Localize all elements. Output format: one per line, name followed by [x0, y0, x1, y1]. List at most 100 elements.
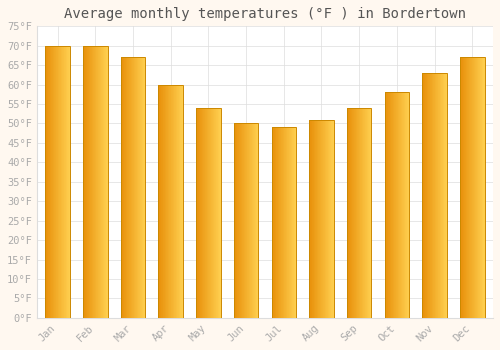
Bar [428, 73, 429, 318]
Bar [479, 57, 480, 318]
Bar [367, 108, 368, 318]
Bar [467, 57, 468, 318]
Bar [470, 57, 471, 318]
Bar [216, 108, 217, 318]
Bar [55, 46, 56, 318]
Bar [164, 85, 165, 318]
Bar [404, 92, 405, 318]
Bar [58, 46, 59, 318]
Bar [430, 73, 431, 318]
Bar [295, 127, 296, 318]
Bar [104, 46, 105, 318]
Bar [368, 108, 369, 318]
Bar [206, 108, 207, 318]
Bar [405, 92, 406, 318]
Bar [240, 124, 241, 318]
Bar [431, 73, 432, 318]
Bar [199, 108, 200, 318]
Bar [444, 73, 445, 318]
Bar [160, 85, 161, 318]
Bar [317, 120, 318, 318]
Bar [290, 127, 291, 318]
Bar [364, 108, 366, 318]
Bar [86, 46, 88, 318]
Bar [280, 127, 281, 318]
Bar [234, 124, 235, 318]
Bar [123, 57, 124, 318]
Bar [276, 127, 277, 318]
Bar [349, 108, 350, 318]
Bar [272, 127, 296, 318]
Bar [68, 46, 69, 318]
Bar [474, 57, 475, 318]
Bar [480, 57, 481, 318]
Title: Average monthly temperatures (°F ) in Bordertown: Average monthly temperatures (°F ) in Bo… [64, 7, 466, 21]
Bar [135, 57, 136, 318]
Bar [237, 124, 238, 318]
Bar [320, 120, 321, 318]
Bar [284, 127, 285, 318]
Bar [196, 108, 197, 318]
Bar [176, 85, 177, 318]
Bar [443, 73, 444, 318]
Bar [134, 57, 135, 318]
Bar [246, 124, 248, 318]
Bar [64, 46, 65, 318]
Bar [170, 85, 172, 318]
Bar [172, 85, 173, 318]
Bar [313, 120, 314, 318]
Bar [468, 57, 469, 318]
Bar [333, 120, 334, 318]
Bar [182, 85, 183, 318]
Bar [97, 46, 98, 318]
Bar [161, 85, 162, 318]
Bar [166, 85, 167, 318]
Bar [100, 46, 101, 318]
Bar [83, 46, 108, 318]
Bar [463, 57, 464, 318]
Bar [358, 108, 359, 318]
Bar [435, 73, 436, 318]
Bar [311, 120, 312, 318]
Bar [286, 127, 287, 318]
Bar [201, 108, 202, 318]
Bar [208, 108, 209, 318]
Bar [179, 85, 180, 318]
Bar [54, 46, 55, 318]
Bar [279, 127, 280, 318]
Bar [330, 120, 332, 318]
Bar [401, 92, 402, 318]
Bar [196, 108, 220, 318]
Bar [424, 73, 425, 318]
Bar [438, 73, 439, 318]
Bar [56, 46, 57, 318]
Bar [196, 108, 198, 318]
Bar [57, 46, 58, 318]
Bar [353, 108, 354, 318]
Bar [92, 46, 93, 318]
Bar [207, 108, 208, 318]
Bar [94, 46, 96, 318]
Bar [387, 92, 388, 318]
Bar [394, 92, 395, 318]
Bar [251, 124, 252, 318]
Bar [466, 57, 467, 318]
Bar [347, 108, 372, 318]
Bar [214, 108, 215, 318]
Bar [366, 108, 367, 318]
Bar [90, 46, 91, 318]
Bar [292, 127, 293, 318]
Bar [218, 108, 219, 318]
Bar [173, 85, 174, 318]
Bar [198, 108, 199, 318]
Bar [144, 57, 145, 318]
Bar [432, 73, 433, 318]
Bar [398, 92, 399, 318]
Bar [282, 127, 283, 318]
Bar [83, 46, 84, 318]
Bar [402, 92, 403, 318]
Bar [91, 46, 92, 318]
Bar [217, 108, 218, 318]
Bar [310, 120, 311, 318]
Bar [235, 124, 236, 318]
